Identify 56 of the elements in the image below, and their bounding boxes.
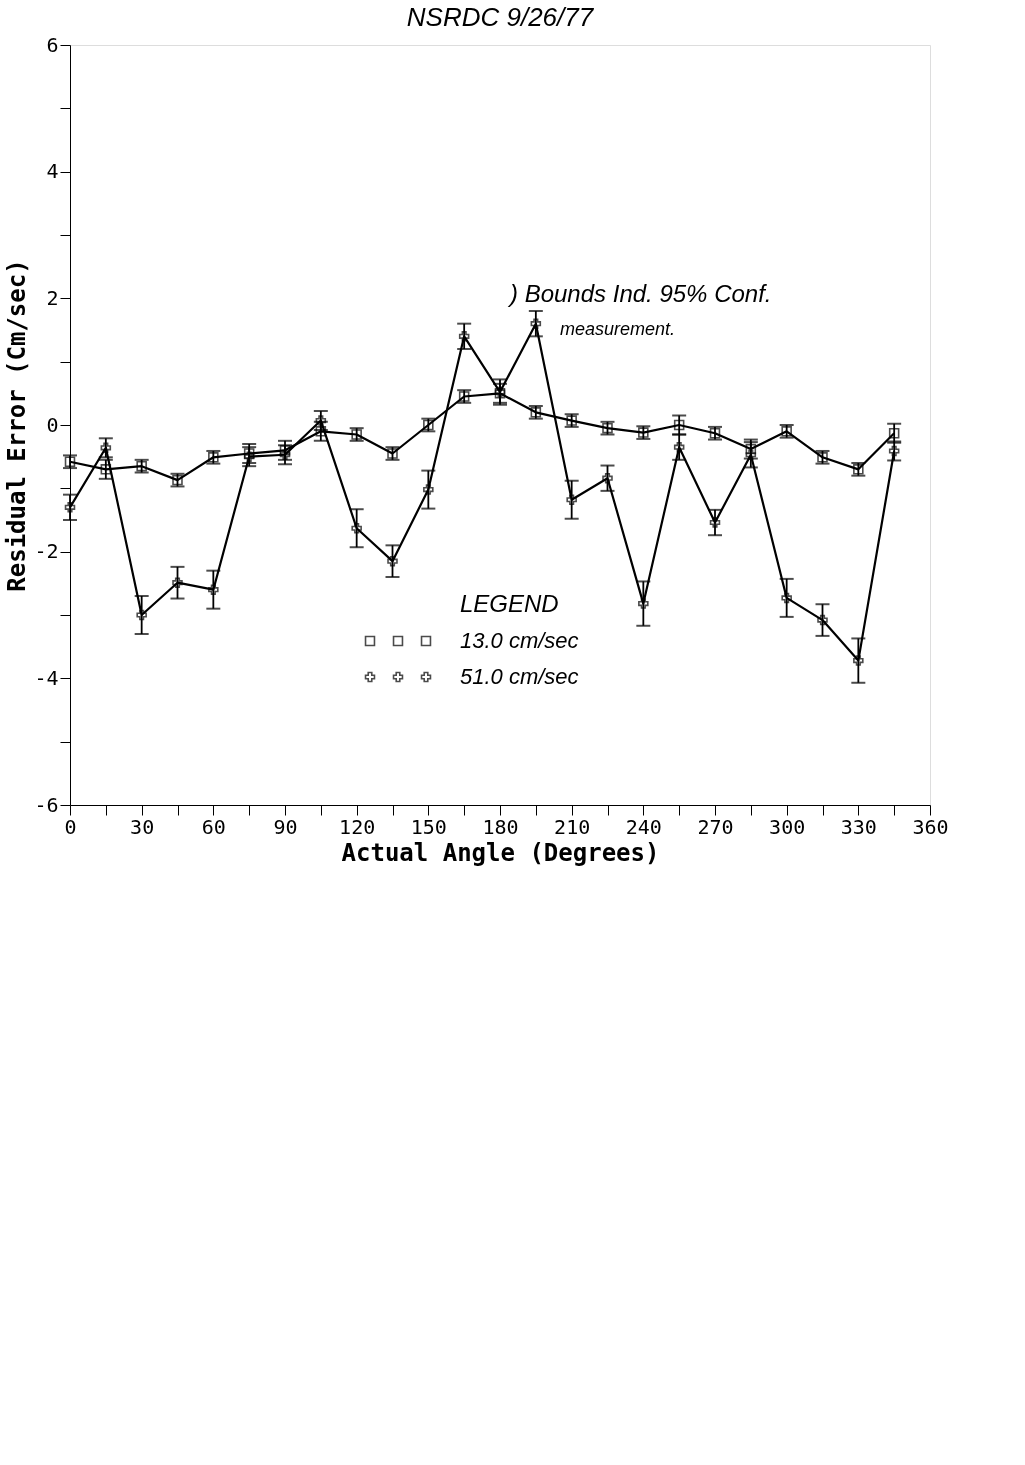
x-tick-label: 0 bbox=[64, 814, 77, 839]
point bbox=[888, 427, 900, 439]
point bbox=[458, 331, 470, 342]
point bbox=[315, 426, 327, 437]
y-tick-label: 4 bbox=[46, 159, 59, 184]
x-tick-label: 90 bbox=[273, 814, 298, 839]
point bbox=[172, 577, 183, 588]
legend-label: 51.0 cm/sec bbox=[460, 664, 579, 689]
y-tick-label: 6 bbox=[46, 32, 59, 57]
x-tick-label: 240 bbox=[625, 814, 662, 839]
x-tick-label: 300 bbox=[769, 814, 806, 839]
point bbox=[100, 442, 112, 454]
y-tick-label: 0 bbox=[46, 412, 59, 437]
point bbox=[888, 445, 900, 457]
point bbox=[279, 445, 291, 456]
point bbox=[853, 655, 864, 666]
y-axis-title: Residual Error (Cm/sec) bbox=[3, 259, 32, 592]
point bbox=[100, 464, 112, 475]
point bbox=[315, 415, 327, 426]
point bbox=[673, 419, 685, 431]
point bbox=[745, 449, 757, 461]
point bbox=[423, 484, 434, 495]
point bbox=[64, 502, 76, 513]
legend-label: 13.0 cm/sec bbox=[460, 628, 579, 653]
x-tick-label: 120 bbox=[339, 814, 376, 839]
y-tick-label: -4 bbox=[34, 665, 59, 690]
x-tick-label: 60 bbox=[201, 814, 226, 839]
x-tick-label: 30 bbox=[130, 814, 155, 839]
x-tick-label: 360 bbox=[912, 814, 949, 839]
point bbox=[638, 598, 649, 609]
point bbox=[279, 449, 291, 461]
point bbox=[136, 609, 147, 621]
chart-title: NSRDC 9/26/77 bbox=[406, 2, 595, 32]
point bbox=[602, 472, 613, 484]
y-tick-label: 2 bbox=[46, 285, 59, 310]
point bbox=[351, 522, 362, 534]
x-tick-label: 270 bbox=[697, 814, 734, 839]
point bbox=[817, 614, 828, 626]
point bbox=[673, 441, 685, 453]
point bbox=[530, 318, 542, 329]
y-tick-label: -2 bbox=[34, 539, 59, 564]
annotation: ) Bounds Ind. 95% Conf. bbox=[507, 280, 772, 307]
x-tick-label: 180 bbox=[482, 814, 519, 839]
point bbox=[781, 592, 792, 604]
point bbox=[208, 584, 219, 595]
legend-title: LEGEND bbox=[460, 590, 559, 617]
point bbox=[745, 443, 757, 455]
point bbox=[387, 555, 398, 567]
x-axis-title: Actual Angle (Degrees) bbox=[341, 838, 660, 867]
y-tick-label: -6 bbox=[34, 792, 59, 817]
annotation: measurement. bbox=[560, 319, 676, 339]
point bbox=[566, 494, 577, 506]
x-tick-label: 210 bbox=[554, 814, 591, 839]
x-tick-label: 150 bbox=[410, 814, 447, 839]
x-tick-label: 330 bbox=[840, 814, 877, 839]
point bbox=[709, 517, 721, 528]
